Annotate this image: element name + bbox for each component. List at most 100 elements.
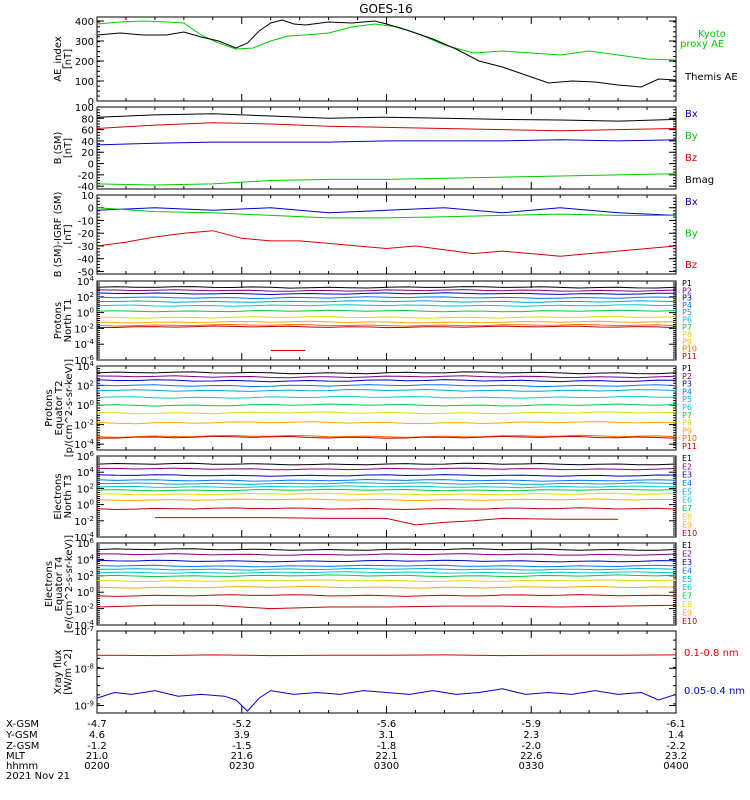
legend-label: P1 <box>682 279 692 288</box>
y-tick-label: 0 <box>88 204 94 215</box>
x-tick-value: -2.0 <box>521 741 541 752</box>
x-tick-value: 2.3 <box>523 730 539 741</box>
legend-label: P2 <box>682 372 692 381</box>
legend-label: E1 <box>682 541 692 550</box>
legend-label: E1 <box>682 454 692 463</box>
x-tick-value: 0330 <box>519 761 544 772</box>
legend-label: E3 <box>682 471 692 480</box>
channel-line <box>97 316 676 319</box>
y-tick-label: 106 <box>77 537 95 550</box>
channel-line <box>97 325 676 329</box>
channel-line <box>97 304 676 307</box>
x-tick-value: 21.0 <box>86 751 108 762</box>
legend-label: Bz <box>685 153 697 164</box>
channel-line <box>97 604 676 610</box>
legend-label: E6 <box>682 496 692 505</box>
y-axis-label: B (SM) <box>53 131 64 164</box>
y-tick-label: 100 <box>77 586 94 599</box>
x-tick-value: -5.2 <box>232 719 252 730</box>
x-tick-value: 0300 <box>374 761 399 772</box>
y-axis-label: [nT] <box>63 224 74 244</box>
legend-label: E6 <box>682 583 692 592</box>
channel-line <box>97 462 676 466</box>
y-tick-label: 10-7 <box>74 625 94 638</box>
series-line <box>97 139 676 146</box>
channel-line <box>97 467 676 471</box>
panel-3: -50-40 -30 -20 -100 10 B (SM)-IGRF (SM) [nT] Bx… <box>53 191 698 278</box>
legend-label: E8 <box>682 600 692 609</box>
legend-label: P1 <box>682 364 692 373</box>
y-tick-label: 100 <box>75 77 94 88</box>
channel-line <box>97 567 676 571</box>
channel-line <box>97 421 676 425</box>
legend-label: E2 <box>682 462 692 471</box>
panel-frame <box>96 542 677 626</box>
channel-line <box>97 375 676 379</box>
y-axis-label: [W/m^2] <box>63 649 74 695</box>
y-tick-label: 102 <box>77 482 94 495</box>
legend-label: E10 <box>682 529 697 538</box>
y-tick-label: -50 <box>78 267 94 278</box>
panel-frame <box>96 630 677 714</box>
x-row-label: hhmm <box>6 761 38 772</box>
legend-label: Themis AE <box>684 72 738 83</box>
legend-label: Bmag <box>685 175 714 186</box>
y-tick-label: -40 <box>78 182 94 193</box>
legend: Bx By Bz <box>685 197 698 271</box>
y-axis-label: Electrons <box>53 473 64 519</box>
y-axis-label: Xray flux <box>53 650 64 695</box>
y-tick-label: -20 <box>78 229 94 240</box>
legend-label: E10 <box>682 617 697 626</box>
y-axis-label: Protons <box>53 302 64 339</box>
y-tick-label: 200 <box>75 57 94 68</box>
y-tick-label: -30 <box>78 242 94 253</box>
channel-line <box>97 478 676 482</box>
series-line <box>97 207 676 216</box>
y-tick-label: 106 <box>77 450 95 463</box>
channel-line <box>97 289 676 292</box>
x-tick-value: -5.9 <box>521 719 541 730</box>
y-tick-label: 80 <box>81 114 94 125</box>
channel-line <box>97 388 676 392</box>
panel-data <box>97 207 676 257</box>
channel-line <box>97 296 676 299</box>
channel-line <box>97 482 676 485</box>
series-line <box>97 230 676 257</box>
legend-label: By <box>685 229 698 240</box>
y-axis-label: [nT] <box>63 138 74 158</box>
panel-frame <box>96 194 677 275</box>
x-tick-value: 21.6 <box>231 751 253 762</box>
series-line <box>97 20 676 61</box>
panel-frame <box>96 16 677 102</box>
series-line <box>97 654 676 657</box>
x-tick-value: -4.7 <box>87 719 107 730</box>
channel-line <box>97 553 676 556</box>
legend-label: E7 <box>682 504 692 513</box>
panel-data <box>97 371 676 439</box>
channel-line <box>97 488 676 492</box>
legend-label: E9 <box>682 609 692 618</box>
date-label: 2021 Nov 21 <box>6 771 70 782</box>
legend-label: E2 <box>682 549 692 558</box>
y-tick-label: 10 <box>81 191 94 202</box>
x-tick-value: -1.5 <box>232 741 252 752</box>
channel-line <box>154 517 619 526</box>
y-tick-label: 100 <box>77 399 94 412</box>
x-tick-value: 1.4 <box>668 730 684 741</box>
channel-line <box>97 585 676 589</box>
channel-line <box>97 579 676 583</box>
legend-label: P8 <box>682 419 692 428</box>
channel-line <box>97 300 676 303</box>
x-tick-value: 23.2 <box>665 751 687 762</box>
series-line <box>97 688 676 712</box>
legend-label: P6 <box>682 316 692 325</box>
y-axis-label: Equator T4 <box>54 557 65 612</box>
y-tick-label: 40 <box>81 137 94 148</box>
legend-label: P7 <box>682 411 692 420</box>
